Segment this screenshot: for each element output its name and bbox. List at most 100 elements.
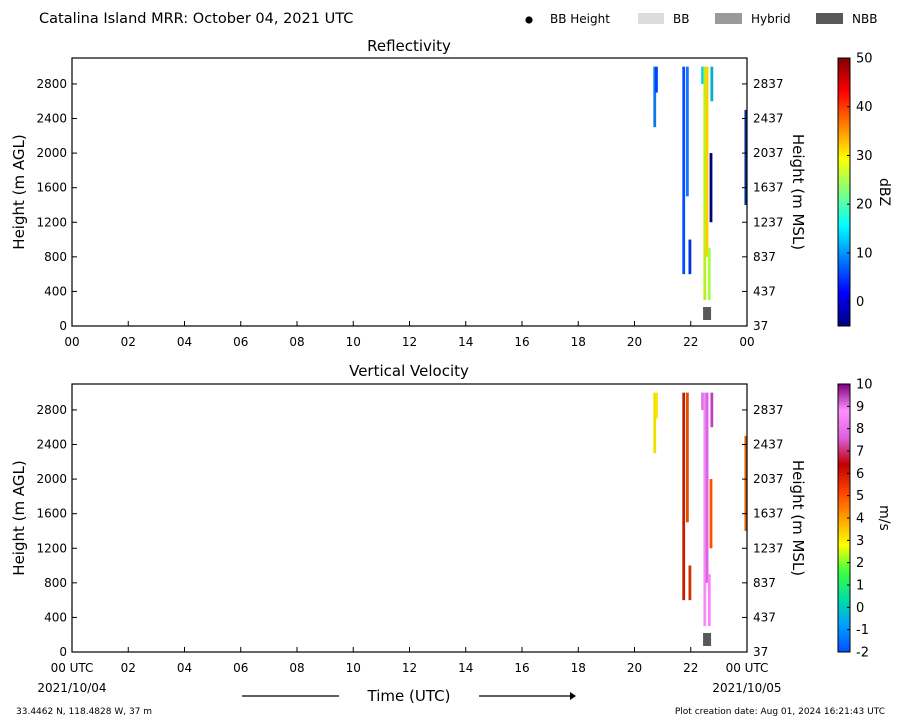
data-column [710, 392, 714, 428]
legend-nbb-label: NBB [852, 12, 877, 26]
x-tick-label: 14 [458, 661, 473, 675]
y-right-tick-label: 2037 [753, 472, 784, 486]
velocity-x-axis: 00 UTC 02 04 06 08 10 12 14 16 18 20 22 00 UTC [51, 647, 768, 675]
colorbar-tick-label: 6 [856, 467, 864, 482]
nbb-marker [703, 307, 712, 320]
y-right-tick-label: 1637 [753, 507, 784, 521]
y-right-tick-label: 837 [753, 250, 776, 264]
y-tick-label: 800 [44, 576, 67, 590]
data-column [705, 392, 709, 583]
y-tick-label: 2800 [36, 77, 67, 91]
x-tick-label: 16 [514, 661, 529, 675]
reflectivity-plot-frame [71, 57, 748, 327]
y-right-tick-label: 37 [753, 319, 768, 333]
reflectivity-x-axis: 00 02 04 06 08 10 12 14 16 18 20 22 00 [64, 321, 755, 349]
colorbar-tick-label: 0 [856, 295, 864, 310]
y-right-tick-label: 1237 [753, 541, 784, 555]
x-tick-label: 02 [121, 335, 136, 349]
y-right-tick-label: 2437 [753, 438, 784, 452]
data-column [685, 66, 689, 197]
y-tick-label: 0 [59, 319, 67, 333]
legend-bb-label: BB [673, 12, 689, 26]
x-tick-label: 08 [289, 661, 304, 675]
x-tick-label: 06 [233, 335, 248, 349]
colorbar-tick-label: 20 [856, 198, 873, 213]
legend-bb-swatch [638, 13, 664, 24]
start-date-label: 2021/10/04 [37, 681, 106, 695]
velocity-colorbar: -2 -1 0 1 2 3 4 5 6 7 8 9 10 [837, 378, 873, 661]
colorbar-tick-label: 30 [856, 149, 873, 164]
data-column [653, 392, 657, 454]
data-column [709, 479, 713, 549]
data-column [653, 66, 657, 128]
x-tick-label: 18 [571, 335, 586, 349]
colorbar-tick-label: 7 [856, 445, 864, 460]
data-column [682, 66, 686, 275]
colorbar-tick-label: -2 [856, 646, 869, 661]
legend-hybrid-swatch [715, 13, 742, 24]
data-column [685, 392, 689, 523]
data-column [707, 248, 711, 301]
data-column [705, 66, 709, 257]
x-tick-label: 04 [177, 335, 192, 349]
colorbar-tick-label: 40 [856, 100, 873, 115]
data-column [703, 66, 707, 301]
x-tick-label: 18 [571, 661, 586, 675]
data-column [703, 392, 707, 627]
reflectivity-colorbar: 0 10 20 30 40 50 [837, 52, 873, 327]
y-right-tick-label: 2437 [753, 112, 784, 126]
data-column [655, 392, 658, 419]
x-tick-label: 20 [627, 661, 642, 675]
colorbar-tick-label: -1 [856, 623, 869, 638]
reflectivity-left-axis: 0 400 800 1200 1600 2000 2400 2800 [36, 77, 77, 333]
end-date-label: 2021/10/05 [712, 681, 781, 695]
data-column [688, 239, 692, 275]
y-tick-label: 0 [59, 645, 67, 659]
reflectivity-colorbar-label: dBZ [876, 178, 892, 206]
data-column [682, 392, 686, 601]
y-tick-label: 1200 [36, 215, 67, 229]
data-column [707, 574, 711, 627]
y-right-tick-label: 437 [753, 610, 776, 624]
figure-title: Catalina Island MRR: October 04, 2021 UT… [39, 11, 353, 27]
reflectivity-y-label-right: Height (m MSL) [789, 134, 807, 250]
y-right-tick-label: 1637 [753, 181, 784, 195]
data-column [701, 392, 704, 410]
colorbar-tick-label: 1 [856, 579, 864, 594]
data-column [701, 66, 704, 84]
x-tick-label: 12 [402, 661, 417, 675]
velocity-title: Vertical Velocity [349, 362, 469, 380]
velocity-left-axis: 0 400 800 1200 1600 2000 2400 2800 [36, 403, 77, 659]
data-column [744, 109, 748, 205]
colorbar-tick-label: 50 [856, 52, 873, 67]
reflectivity-right-axis: 37 437 837 1237 1637 2037 2437 2837 [742, 77, 784, 333]
y-tick-label: 400 [44, 610, 67, 624]
y-tick-label: 2000 [36, 472, 67, 486]
velocity-right-axis: 37 437 837 1237 1637 2037 2437 2837 [742, 403, 784, 659]
y-tick-label: 2400 [36, 112, 67, 126]
colorbar-gradient [837, 57, 851, 327]
colorbar-tick-label: 8 [856, 422, 864, 437]
data-column [709, 153, 713, 223]
x-tick-label: 06 [233, 661, 248, 675]
station-location: 33.4462 N, 118.4828 W, 37 m [16, 707, 152, 717]
x-axis-label: Time (UTC) [367, 687, 451, 705]
x-tick-label: 00 UTC [51, 661, 94, 675]
time-axis-arrowhead [570, 692, 576, 700]
velocity-plot-frame [71, 383, 748, 653]
colorbar-tick-label: 0 [856, 601, 864, 616]
legend-nbb-swatch [816, 13, 843, 24]
y-tick-label: 2000 [36, 146, 67, 160]
colorbar-tick-label: 10 [856, 246, 873, 261]
colorbar-tick-label: 4 [856, 512, 864, 527]
x-tick-label: 08 [289, 335, 304, 349]
legend-hybrid-label: Hybrid [751, 12, 791, 26]
plot-creation-date: Plot creation date: Aug 01, 2024 16:21:4… [675, 707, 885, 717]
x-tick-label: 00 [64, 335, 79, 349]
x-tick-label: 02 [121, 661, 136, 675]
nbb-marker [703, 633, 712, 646]
colorbar-tick-label: 5 [856, 489, 864, 504]
velocity-y-label-right: Height (m MSL) [789, 460, 807, 576]
y-right-tick-label: 1237 [753, 215, 784, 229]
